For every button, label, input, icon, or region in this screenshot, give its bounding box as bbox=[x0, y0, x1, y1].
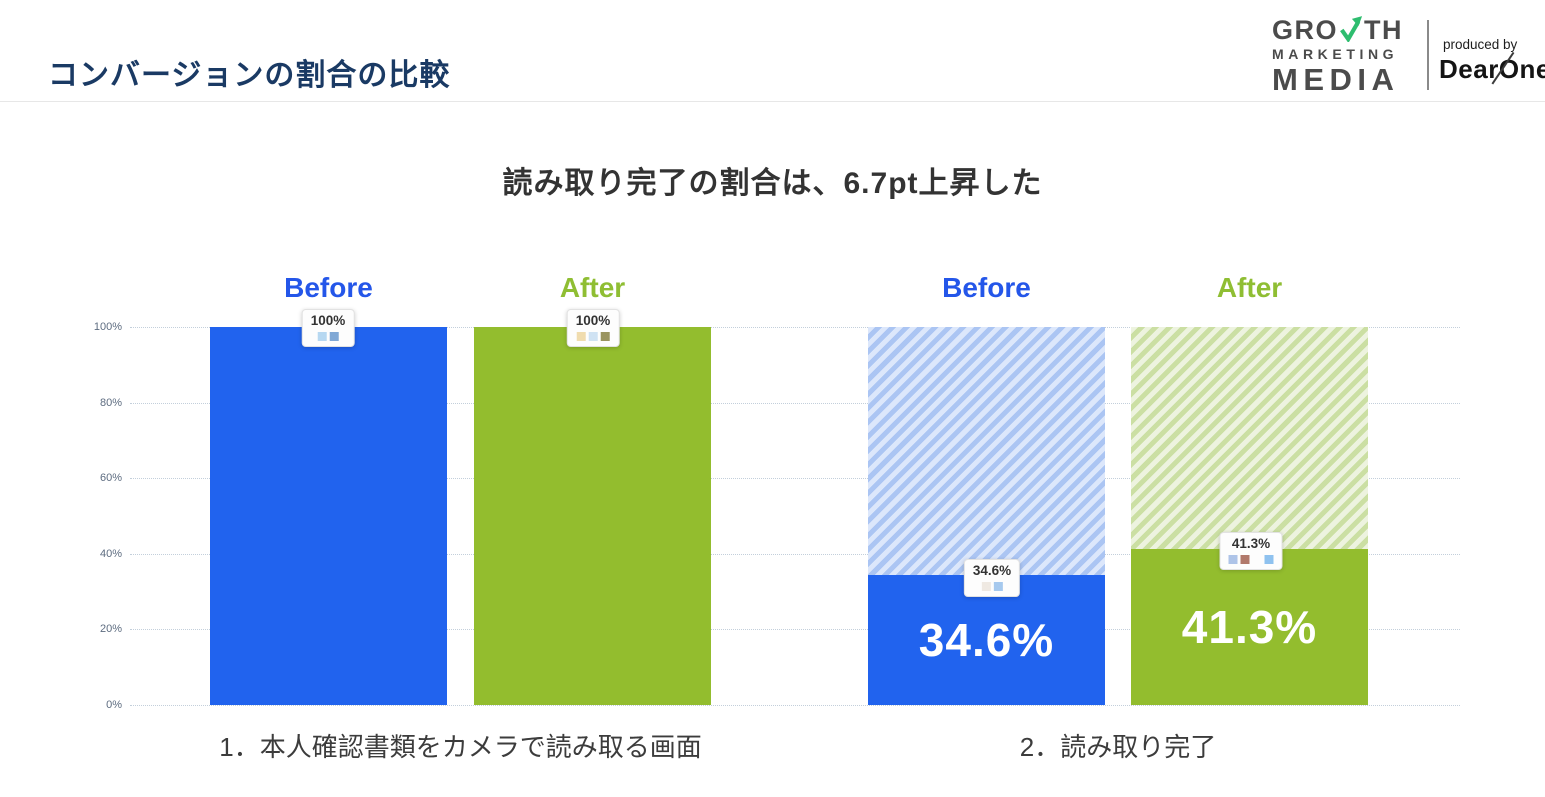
chart-title: 読み取り完了の割合は、6.7pt上昇した bbox=[502, 167, 1043, 200]
swatch-icon bbox=[600, 331, 610, 341]
bar-group2-after-41.3pct[interactable]: 41.3% bbox=[1131, 549, 1368, 705]
gridline-80 bbox=[130, 403, 1460, 404]
tooltip-swatches bbox=[973, 581, 1011, 591]
swatch-icon bbox=[1264, 554, 1274, 564]
logo-growth-line: GRO TH bbox=[1272, 16, 1432, 44]
ytick-80: 80% bbox=[99, 397, 122, 409]
gridline-40 bbox=[130, 554, 1460, 555]
group2-after-header: After bbox=[1216, 272, 1283, 303]
bar-group1-after-100pct[interactable] bbox=[474, 327, 711, 705]
swatch-icon bbox=[981, 581, 991, 591]
ytick-0: 0% bbox=[106, 699, 122, 711]
logo-text-gro: GRO bbox=[1272, 14, 1339, 45]
ytick-20: 20% bbox=[99, 623, 122, 635]
tooltip-group1-before[interactable]: 100% bbox=[301, 309, 355, 347]
group2-before-header: Before bbox=[942, 272, 1031, 303]
growth-marketing-media-logo: GRO TH MARKETING MEDIA bbox=[1272, 16, 1432, 95]
tooltip-group1-after[interactable]: 100% bbox=[566, 309, 620, 347]
ytick-100: 100% bbox=[93, 321, 122, 333]
tooltip-group2-before[interactable]: 34.6% bbox=[963, 559, 1021, 597]
bar-value-label-before: 34.6% bbox=[918, 614, 1055, 666]
produced-by-label: produced by bbox=[1443, 37, 1518, 52]
swatch-icon bbox=[1228, 554, 1238, 564]
tooltip-swatches bbox=[1228, 554, 1274, 564]
category-label-1: 1．本人確認書類をカメラで読み取る画面 bbox=[219, 732, 702, 762]
ytick-60: 60% bbox=[99, 472, 122, 484]
gridline-20 bbox=[130, 629, 1460, 630]
swatch-icon bbox=[588, 331, 598, 341]
ytick-40: 40% bbox=[99, 548, 122, 560]
tooltip-value: 100% bbox=[310, 313, 346, 328]
gridline-60 bbox=[130, 478, 1460, 479]
logo-media-line: MEDIA bbox=[1272, 62, 1400, 97]
header-divider bbox=[0, 101, 1545, 102]
page-title: コンバージョンの割合の比較 bbox=[48, 59, 451, 92]
bar-group1-before-100pct[interactable] bbox=[210, 327, 447, 705]
gridline-100 bbox=[130, 327, 1460, 328]
dearone-wordmark: DearOne bbox=[1439, 54, 1545, 84]
logo-divider bbox=[1427, 20, 1429, 90]
swatch-icon bbox=[329, 331, 339, 341]
logo-marketing-line: MARKETING bbox=[1272, 46, 1399, 62]
bar-value-label-after: 41.3% bbox=[1181, 601, 1318, 653]
swatch-icon bbox=[1240, 554, 1250, 564]
group1-before-header: Before bbox=[284, 272, 373, 303]
bar-group2-before-remainder-hatched[interactable] bbox=[868, 327, 1105, 575]
swatch-icon bbox=[576, 331, 586, 341]
swatch-icon bbox=[993, 581, 1003, 591]
tooltip-swatches bbox=[311, 331, 346, 341]
swatch-icon bbox=[1253, 555, 1262, 564]
bar-group2-after-remainder-hatched[interactable] bbox=[1131, 327, 1368, 549]
tooltip-swatches bbox=[576, 331, 611, 341]
category-label-2: 2．読み取り完了 bbox=[1019, 732, 1217, 762]
dearone-logo: DearOne bbox=[1439, 51, 1545, 85]
tooltip-value: 100% bbox=[575, 313, 611, 328]
check-arrow-icon bbox=[1339, 16, 1363, 42]
gridline-0 bbox=[130, 705, 1460, 706]
swatch-icon bbox=[317, 331, 327, 341]
logo-text-th: TH bbox=[1364, 14, 1404, 45]
tooltip-value: 41.3% bbox=[1231, 536, 1271, 551]
tooltip-value: 34.6% bbox=[972, 563, 1012, 578]
tooltip-group2-after[interactable]: 41.3% bbox=[1219, 532, 1283, 570]
group1-after-header: After bbox=[559, 272, 626, 303]
